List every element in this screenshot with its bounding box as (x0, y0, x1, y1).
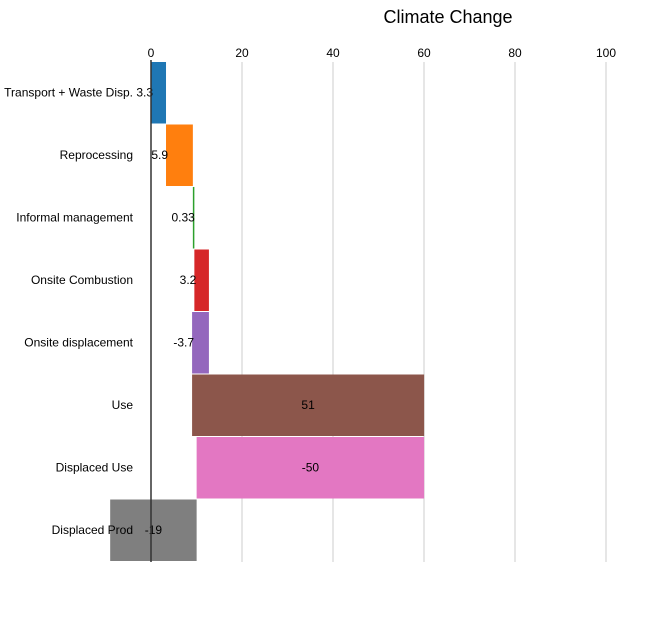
value-label: -3.7 (173, 335, 194, 349)
value-label: -19 (145, 523, 163, 537)
x-tick-label: 100 (596, 46, 616, 60)
value-label: 51 (301, 398, 315, 412)
bar (192, 187, 195, 249)
bar (166, 124, 193, 186)
chart-title: Climate Change (383, 7, 512, 27)
category-label: Use (112, 398, 134, 412)
bar (110, 499, 197, 561)
bar (151, 62, 167, 124)
category-label: Displaced Use (56, 460, 134, 474)
value-label: -50 (302, 460, 320, 474)
value-label: 5.9 (151, 148, 168, 162)
x-tick-label: 20 (235, 46, 249, 60)
category-label: Informal management (16, 210, 133, 224)
bar (192, 374, 425, 436)
bar (194, 249, 209, 311)
value-label: 0.33 (172, 210, 196, 224)
category-label: Onsite Combustion (31, 273, 133, 287)
category-label: Transport + Waste Disp. (4, 85, 133, 99)
value-label: 3.3 (136, 85, 153, 99)
value-label: 3.2 (180, 273, 197, 287)
x-tick-label: 60 (417, 46, 431, 60)
bar (196, 437, 425, 499)
x-tick-label: 40 (326, 46, 340, 60)
x-tick-label: 80 (508, 46, 522, 60)
bar (192, 312, 209, 374)
category-label: Displaced Prod (52, 523, 133, 537)
category-label: Onsite displacement (24, 335, 133, 349)
x-tick-label: 0 (148, 46, 155, 60)
category-label: Reprocessing (60, 148, 133, 162)
